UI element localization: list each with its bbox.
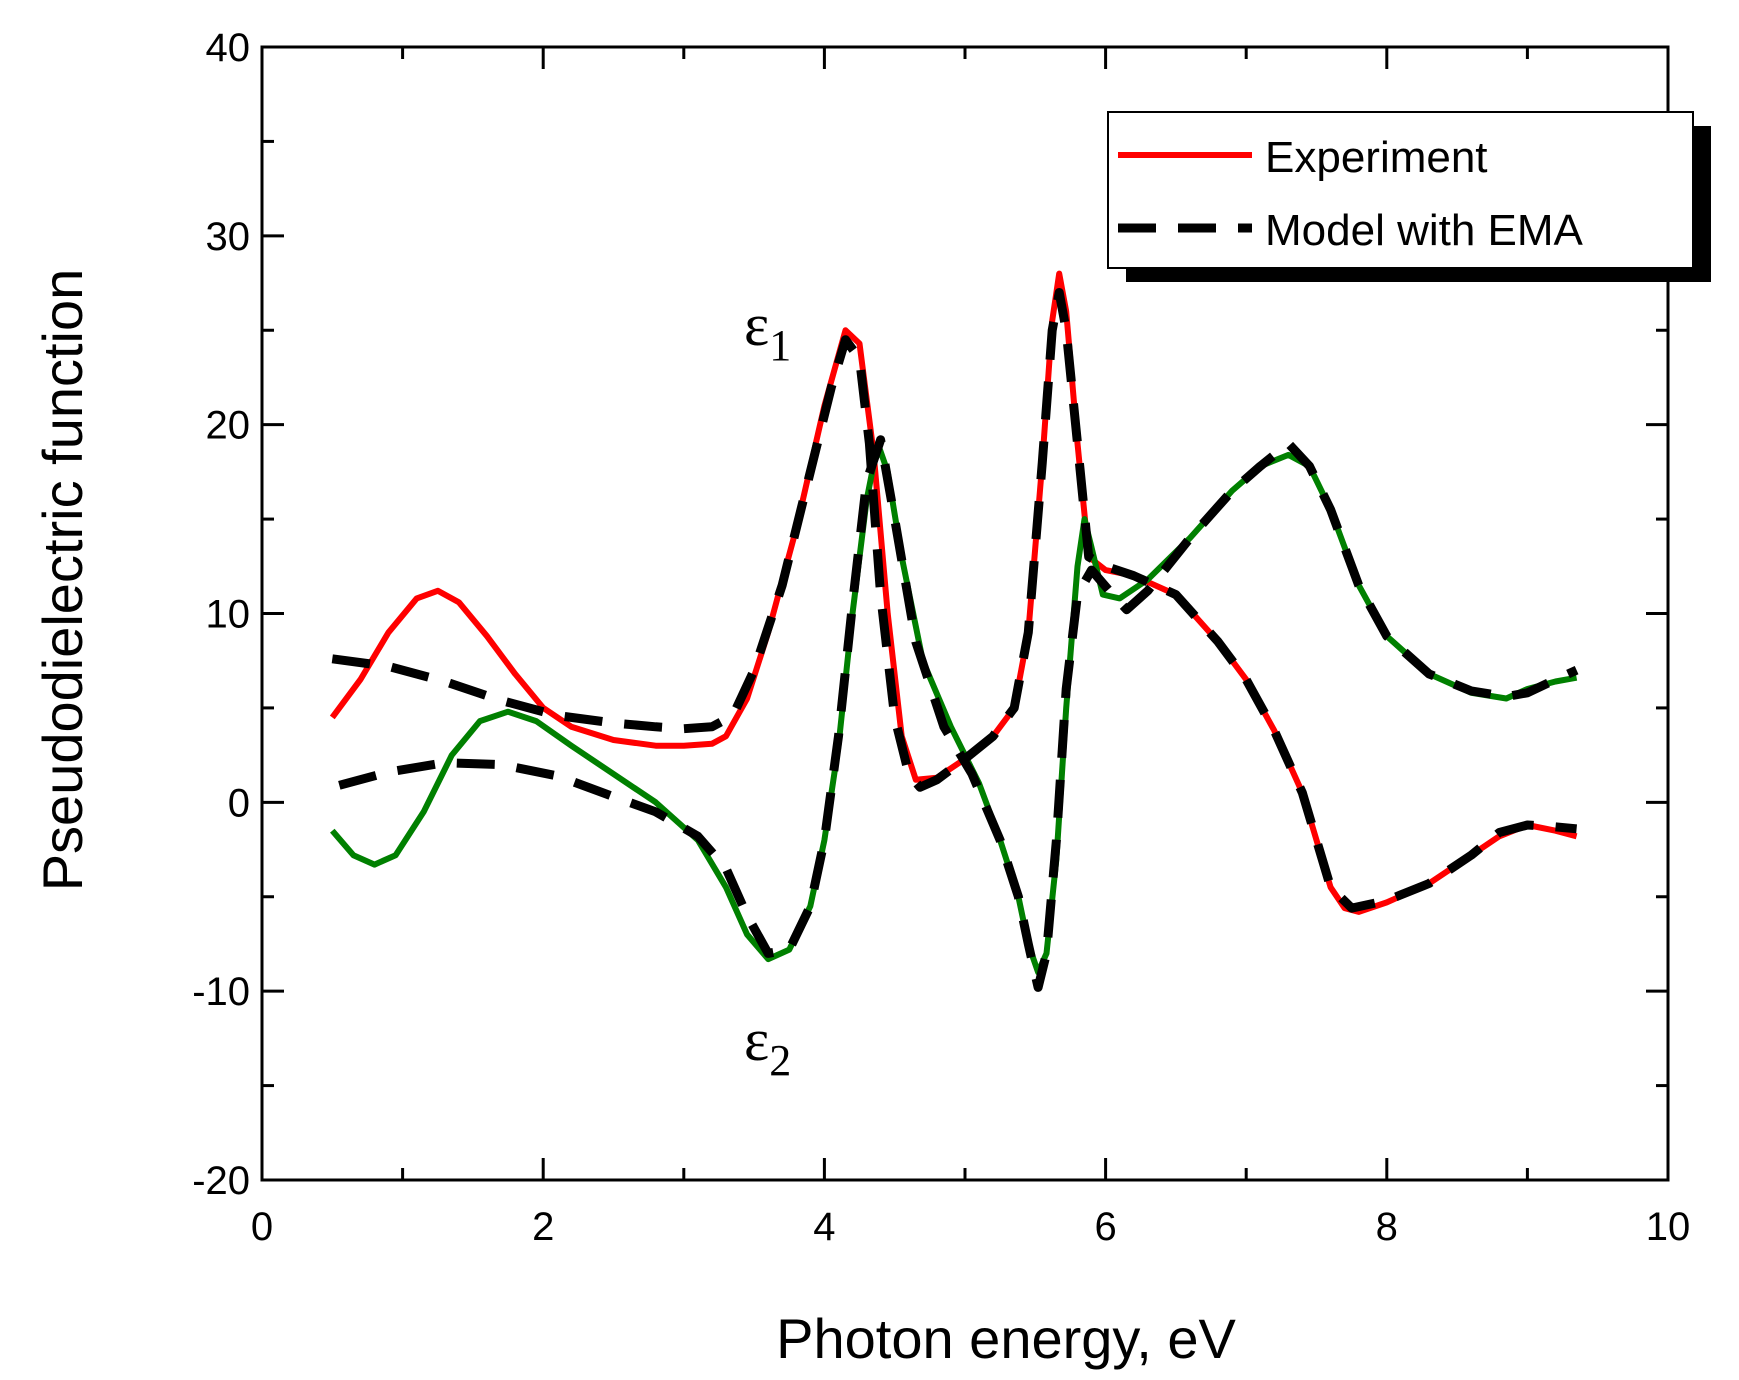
series-line-3 bbox=[338, 435, 1579, 992]
legend-label-experiment: Experiment bbox=[1265, 133, 1488, 182]
y-axis-title: Pseudodielectric function bbox=[31, 269, 94, 892]
axes-layer: 0 2 4 6 8 10 -20 -10 0 10 20 30 40 bbox=[192, 26, 1690, 1249]
x-tick-label: 6 bbox=[1094, 1205, 1116, 1249]
series-layer bbox=[329, 270, 1579, 992]
y-tick-label: 40 bbox=[206, 26, 251, 70]
legend-label-model: Model with EMA bbox=[1265, 206, 1584, 255]
epsilon-2-label: ε2 bbox=[744, 1007, 791, 1085]
x-tick-label: 8 bbox=[1376, 1205, 1398, 1249]
x-tick-label: 10 bbox=[1646, 1205, 1691, 1249]
y-tick-label: 0 bbox=[228, 781, 250, 825]
y-tick-label: -20 bbox=[192, 1159, 250, 1203]
legend-box bbox=[1107, 111, 1694, 269]
labels-layer: Photon energy, eV Pseudodielectric funct… bbox=[31, 269, 1237, 1370]
x-tick-label: 4 bbox=[813, 1205, 835, 1249]
x-tick-label: 0 bbox=[251, 1205, 273, 1249]
x-axis-title: Photon energy, eV bbox=[776, 1307, 1236, 1370]
epsilon-1-label: ε1 bbox=[744, 292, 791, 370]
annotations: ε1 ε2 bbox=[744, 292, 791, 1085]
y-tick-label: 20 bbox=[206, 404, 251, 448]
x-tick-label: 2 bbox=[532, 1205, 554, 1249]
series-line-2 bbox=[331, 288, 1578, 913]
y-tick-label: -10 bbox=[192, 970, 250, 1014]
y-tick-label: 30 bbox=[206, 215, 251, 259]
legend: Experiment Model with EMA bbox=[1107, 111, 1711, 282]
y-tick-label: 10 bbox=[206, 593, 251, 637]
